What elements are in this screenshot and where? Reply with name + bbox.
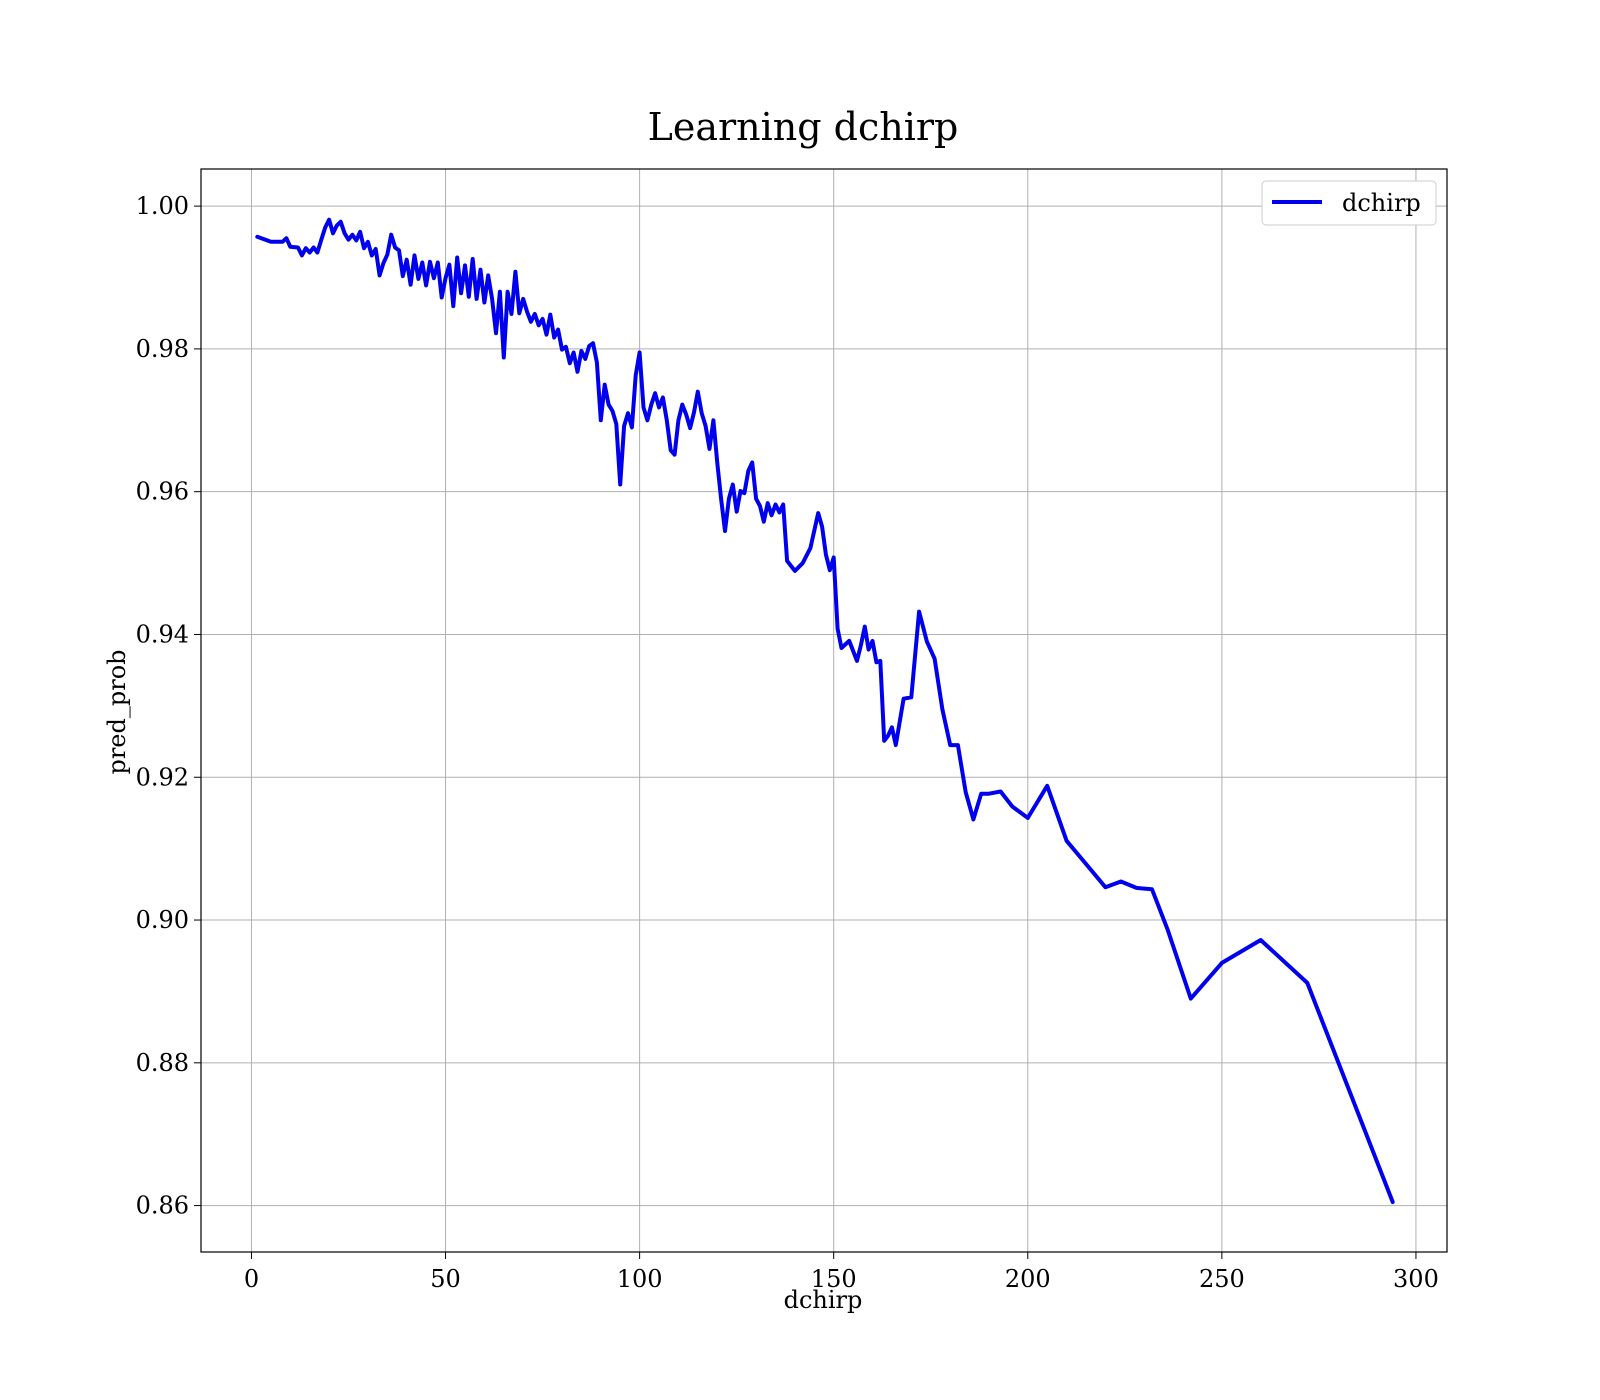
x-axis: 0 50 100 150 200 250 300 (244, 1252, 1439, 1293)
legend-box (1261, 180, 1437, 226)
legend: dchirp (1261, 180, 1437, 226)
y-tick-label: 0.92 (136, 763, 189, 791)
x-tick-label: 100 (617, 1265, 663, 1293)
y-tick-label: 0.94 (136, 620, 189, 648)
plot-frame (200, 168, 1448, 1253)
y-axis-label: pred_prob (103, 649, 131, 774)
y-axis: 0.86 0.88 0.90 0.92 0.94 0.96 0.98 1.00 (136, 192, 201, 1220)
y-tick-label: 0.96 (136, 478, 189, 506)
legend-label-dchirp: dchirp (1342, 189, 1421, 217)
x-tick-label: 150 (811, 1265, 857, 1293)
series-line-dchirp (255, 217, 1395, 1204)
y-tick-label: 0.90 (136, 906, 189, 934)
x-tick-label: 300 (1393, 1265, 1439, 1293)
y-tick-label: 0.86 (136, 1192, 189, 1220)
x-axis-label: dchirp (784, 1286, 863, 1314)
x-tick-label: 200 (1005, 1265, 1051, 1293)
chart-title: Learning dchirp (648, 105, 959, 149)
y-tick-label: 0.88 (136, 1049, 189, 1077)
x-tick-label: 250 (1199, 1265, 1245, 1293)
y-tick-label: 0.98 (136, 335, 189, 363)
y-tick-label: 1.00 (136, 192, 189, 220)
x-tick-label: 50 (430, 1265, 461, 1293)
grid (201, 169, 1447, 1252)
x-tick-label: 0 (244, 1265, 259, 1293)
